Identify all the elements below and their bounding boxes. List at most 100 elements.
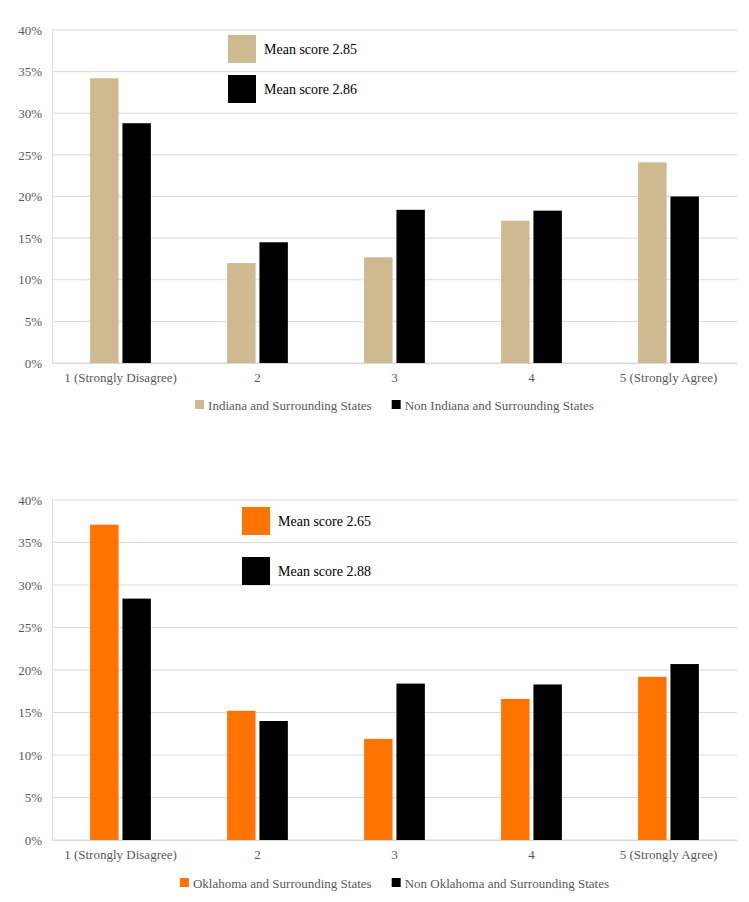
y-axis: 0%5%10%15%20%25%30%35%40% [18,493,52,848]
y-tick: 0% [25,833,52,848]
x-tick: 1 (Strongly Disagree) [64,363,177,385]
y-tick: 20% [18,663,52,678]
y-tick-label: 0% [25,833,43,848]
grid-line [52,71,737,72]
y-tick-label: 0% [25,356,43,371]
y-tick: 20% [18,189,52,204]
grid-line [52,627,737,628]
y-tick: 5% [25,790,52,805]
x-axis: 1 (Strongly Disagree)2345 (Strongly Agre… [53,840,738,862]
y-tick: 0% [25,356,52,371]
legend-item: Oklahoma and Surrounding States [180,876,372,891]
grid-line [52,542,737,543]
y-tick-label: 20% [18,189,42,204]
x-tick: 2 [254,840,261,862]
y-axis-line [52,501,53,841]
y-tick-label: 15% [18,231,42,246]
bars [90,525,699,840]
x-tick-label: 2 [254,847,261,862]
x-tick-label: 3 [391,370,398,385]
x-tick: 4 [528,363,535,385]
bar [90,525,118,840]
bar [364,257,392,363]
grid-line [52,840,737,841]
x-tick-label: 5 (Strongly Agree) [620,847,717,862]
y-tick: 15% [18,231,52,246]
annotation-swatch [242,557,270,585]
y-tick-label: 5% [25,314,43,329]
grid-line [52,363,737,364]
x-tick-label: 3 [391,847,398,862]
x-tick: 5 (Strongly Agree) [620,840,717,862]
bar [533,684,561,840]
bar [259,721,287,840]
bar [396,684,424,840]
bar [396,210,424,363]
y-tick: 25% [18,148,52,163]
bar [259,242,287,363]
annotation-swatch [228,75,256,103]
grid-line [52,30,737,31]
grid-line [52,797,737,798]
legend: Oklahoma and Surrounding States Non Oklah… [180,876,609,891]
y-axis-line [52,31,53,364]
chart: 0% 5% 10% 15% 20% 25% 30% 35% 40% 1 (Strongly Dis… [18,23,737,413]
y-tick-label: 25% [18,148,42,163]
annotation: Mean score 2.65 [278,514,371,529]
x-tick: 3 [391,363,398,385]
grid-line [52,113,737,114]
y-tick-label: 10% [18,748,42,763]
y-tick: 30% [18,578,52,593]
bar [638,677,666,840]
annotation-swatch [242,507,270,535]
y-tick: 35% [18,64,52,79]
y-tick: 10% [18,272,52,287]
legend-item: Indiana and Surrounding States [195,398,372,413]
bar [501,699,529,840]
grid-line [52,670,737,671]
y-tick: 40% [18,23,52,38]
grid-line [52,755,737,756]
legend-label: Indiana and Surrounding States [208,398,372,413]
legend-item: Non Oklahoma and Surrounding States [392,876,609,891]
figure: 0%5%10%15%20%25%30%35%40%1 (Strongly Dis… [0,0,749,902]
grid [52,500,737,840]
x-tick-label: 5 (Strongly Agree) [620,370,717,385]
y-tick-label: 20% [18,663,42,678]
chart: 0%5%10%15%20%25%30%35%40%1 (Strongly Dis… [18,493,737,891]
y-tick: 5% [25,314,52,329]
bar [364,739,392,840]
bar [670,664,698,840]
grid-line [52,321,737,322]
legend-item: Non Indiana and Surrounding States [392,398,594,413]
bar [533,211,561,363]
x-tick-label: 1 (Strongly Disagree) [64,370,177,385]
y-tick: 10% [18,748,52,763]
legend-swatch [392,400,401,409]
y-tick-label: 5% [25,790,43,805]
grid-line [52,585,737,586]
x-tick-label: 2 [254,370,261,385]
y-tick: 30% [18,106,52,121]
bar [227,711,255,840]
legend-swatch [195,400,204,409]
bar [90,78,118,363]
y-tick-label: 15% [18,705,42,720]
grid-line [52,712,737,713]
y-axis: 0% 5% 10% 15% 20% 25% 30% 35% 40% [18,23,52,371]
bar [227,263,255,363]
x-tick-label: 1 (Strongly Disagree) [64,847,177,862]
y-tick-label: 30% [18,106,42,121]
y-tick-label: 40% [18,23,42,38]
bar [122,123,150,363]
grid-line [52,238,737,239]
annotation: Mean score 2.86 [264,82,357,97]
grid-line [52,279,737,280]
y-tick: 40% [18,493,52,508]
annotations: Mean score 2.85 Mean score 2.86 [228,35,357,103]
annotation: Mean score 2.88 [278,564,371,579]
annotation: Mean score 2.85 [264,42,357,57]
x-tick: 5 (Strongly Agree) [620,363,717,385]
legend-swatch [180,878,189,887]
y-tick-label: 10% [18,272,42,287]
